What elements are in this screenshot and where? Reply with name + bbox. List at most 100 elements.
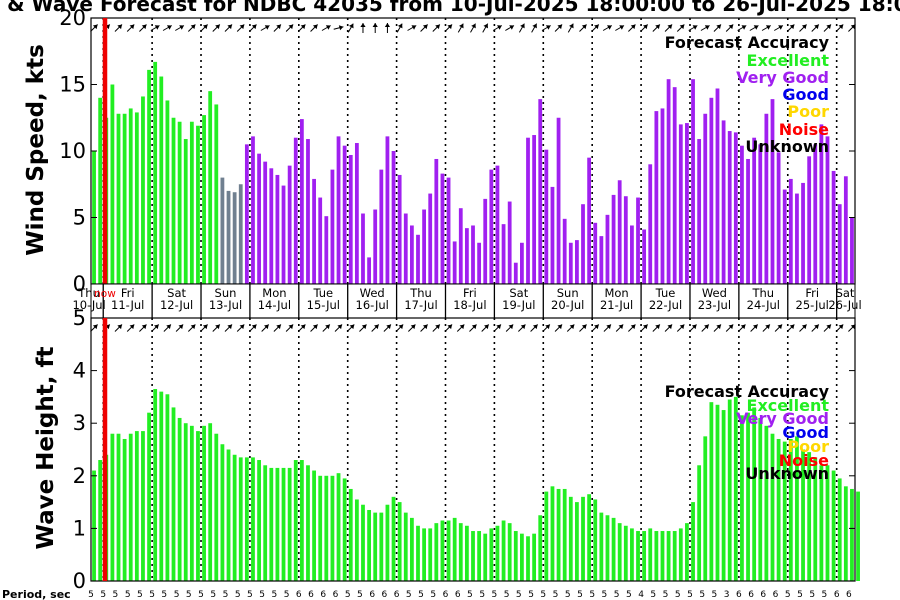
wind-bar	[636, 197, 640, 284]
wave-height-panel: 0 1 2 3 4 5	[73, 306, 860, 593]
direction-arrow-icon	[640, 24, 649, 32]
wave-bar	[795, 436, 799, 581]
wave-bar	[324, 475, 329, 581]
wave-bar	[831, 470, 836, 581]
y-tick-label: 5	[73, 306, 86, 330]
wind-bar	[446, 177, 451, 284]
direction-arrow-icon	[725, 324, 734, 332]
wave-bar	[403, 512, 408, 581]
wind-bar	[746, 158, 750, 284]
direction-arrow-icon	[273, 24, 282, 32]
wave-bar	[226, 449, 231, 581]
wind-bar	[409, 225, 414, 284]
wind-bar	[733, 132, 738, 284]
wind-bar	[464, 228, 469, 284]
wave-bar	[477, 531, 482, 581]
wind-bar	[813, 144, 818, 284]
wind-bar	[281, 185, 286, 284]
direction-arrow-icon	[395, 324, 404, 332]
wave-bar	[843, 486, 848, 581]
day-of-week-label: Tue	[655, 286, 676, 300]
period-value: 6	[296, 590, 302, 600]
date-label: 21-Jul	[600, 298, 633, 312]
direction-arrow-icon	[652, 24, 661, 32]
wind-bar	[251, 136, 255, 284]
period-value: 5	[113, 590, 119, 600]
wave-bar	[452, 517, 457, 581]
period-value: 6	[320, 590, 326, 600]
direction-arrow-icon	[640, 324, 649, 332]
wave-bar	[287, 467, 292, 581]
wind-bar	[795, 193, 799, 284]
wave-bar	[587, 494, 592, 581]
wave-bar	[458, 523, 463, 581]
wind-bar	[758, 144, 763, 284]
wave-bar	[782, 441, 787, 581]
date-label: 26-Jul	[828, 298, 861, 312]
wind-bar	[526, 137, 530, 284]
y-tick-label: 2	[73, 464, 86, 488]
wave-bar	[275, 467, 280, 581]
wave-bar	[385, 504, 390, 581]
direction-arrow-icon	[799, 324, 807, 332]
period-value: 5	[626, 590, 632, 600]
wind-bar	[196, 125, 200, 284]
date-label: 19-Jul	[502, 298, 535, 312]
wind-bar	[153, 61, 158, 284]
direction-arrow-icon	[700, 25, 710, 31]
wave-bar	[98, 460, 103, 581]
direction-arrow-icon	[591, 24, 600, 32]
direction-arrow-icon	[285, 24, 294, 32]
direction-arrow-icon	[322, 324, 331, 332]
wind-bar	[458, 208, 463, 284]
direction-arrow-icon	[200, 324, 208, 332]
wind-bar	[299, 119, 304, 284]
wave-bar	[611, 517, 616, 581]
wind-bar	[709, 97, 714, 284]
direction-arrow-icon	[310, 24, 318, 32]
direction-arrow-icon	[615, 324, 624, 332]
direction-arrow-icon	[187, 324, 196, 332]
direction-arrow-icon	[407, 324, 416, 332]
wind-bar	[312, 178, 316, 284]
period-value: 5	[565, 590, 571, 600]
direction-arrow-icon	[676, 324, 685, 332]
wind-bar	[428, 193, 433, 284]
wind-bar	[581, 204, 585, 284]
direction-arrow-icon	[713, 324, 722, 332]
wave-bar	[550, 486, 555, 581]
wind-bar	[660, 108, 665, 284]
date-label: 15-Jul	[307, 298, 340, 312]
direction-arrow-icon	[236, 24, 245, 32]
wave-bar	[642, 531, 647, 581]
wind-bar	[513, 262, 518, 284]
wind-bar	[275, 174, 280, 284]
direction-arrow-icon	[470, 23, 476, 33]
direction-arrow-icon	[493, 324, 502, 332]
period-value: 5	[284, 590, 290, 600]
period-value: 5	[418, 590, 424, 600]
wind-bar	[691, 79, 695, 285]
y-tick-label: 3	[73, 411, 86, 435]
period-value: 5	[577, 590, 583, 600]
legend-unknown: Unknown	[745, 464, 829, 483]
legend-title: Forecast Accuracy	[665, 382, 830, 401]
wave-bar	[776, 438, 781, 581]
wave-bar	[697, 465, 702, 581]
direction-arrow-icon	[811, 24, 820, 32]
direction-arrow-icon	[566, 324, 575, 332]
wave-bar	[263, 465, 268, 581]
wind-y-axis-label: Wind Speed, kts	[23, 44, 49, 256]
wave-bar	[752, 407, 757, 581]
wave-bar	[685, 523, 689, 581]
legend-title: Forecast Accuracy	[665, 33, 830, 52]
direction-arrow-icon	[688, 25, 698, 31]
period-value: 5	[210, 590, 216, 600]
direction-arrow-icon	[786, 24, 795, 32]
direction-arrow-icon	[90, 24, 98, 32]
period-value: 6	[834, 590, 840, 600]
wave-bar	[318, 475, 323, 581]
wind-bar	[831, 170, 836, 284]
direction-arrow-icon	[469, 324, 477, 332]
direction-arrow-icon	[761, 25, 771, 31]
